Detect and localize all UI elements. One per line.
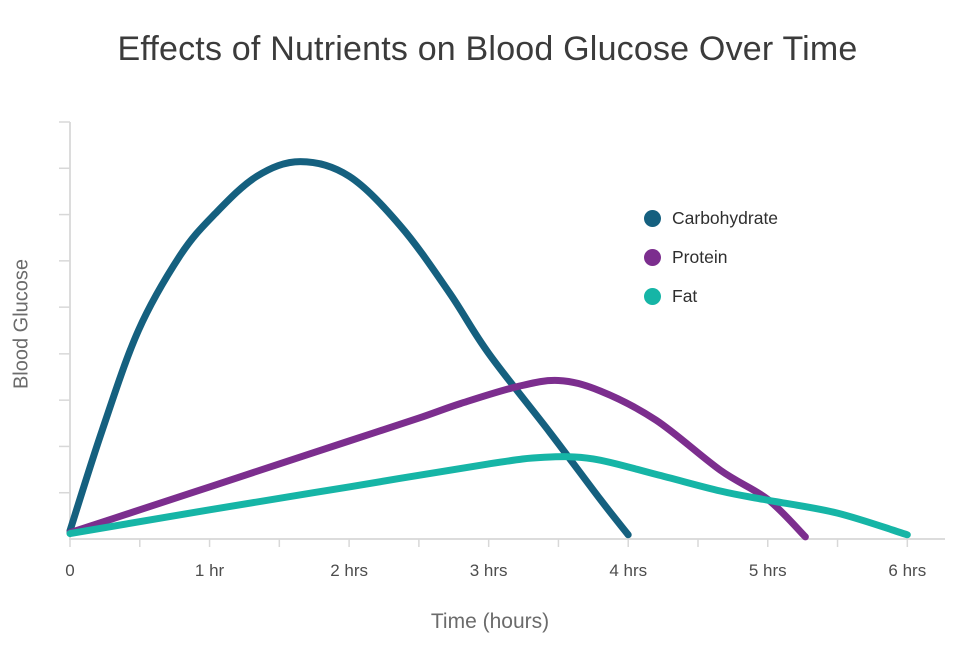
x-tick-label: 2 hrs xyxy=(330,561,368,580)
legend-item-fat: Fat xyxy=(644,277,778,316)
x-tick-label: 5 hrs xyxy=(749,561,787,580)
legend-item-carbohydrate: Carbohydrate xyxy=(644,199,778,238)
x-tick-label: 3 hrs xyxy=(470,561,508,580)
series-line-carbohydrate xyxy=(66,158,632,539)
chart-title: Effects of Nutrients on Blood Glucose Ov… xyxy=(117,30,858,68)
legend-item-protein: Protein xyxy=(644,238,778,277)
legend-label: Fat xyxy=(672,286,698,306)
x-tick-label: 4 hrs xyxy=(609,561,647,580)
legend-label: Protein xyxy=(672,247,728,267)
x-axis-title: Time (hours) xyxy=(430,610,550,633)
series-line-fat xyxy=(66,453,911,539)
series-line-protein xyxy=(66,376,809,541)
legend-label: Carbohydrate xyxy=(672,208,779,228)
legend-swatch-icon xyxy=(644,249,661,266)
x-tick-label: 0 xyxy=(65,561,74,580)
x-tick-label: 1 hr xyxy=(195,561,225,580)
x-tick-label: 6 hrs xyxy=(888,561,926,580)
legend-swatch-icon xyxy=(644,288,661,305)
legend-swatch-icon xyxy=(644,210,661,227)
legend: Carbohydrate Protein Fat xyxy=(644,199,778,316)
y-axis-title: Blood Glucose xyxy=(10,258,33,390)
